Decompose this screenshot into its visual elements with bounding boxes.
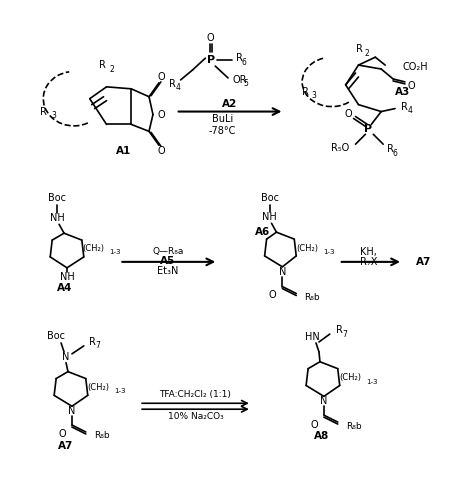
Text: 4: 4 <box>407 106 412 115</box>
Text: (CH₂): (CH₂) <box>88 383 110 392</box>
Text: (CH₂): (CH₂) <box>340 373 362 382</box>
Text: 10% Na₂CO₃: 10% Na₂CO₃ <box>168 412 223 420</box>
Text: Boc: Boc <box>48 192 66 202</box>
Text: R₈b: R₈b <box>304 293 320 302</box>
Text: -78°C: -78°C <box>208 126 236 136</box>
Text: A7: A7 <box>416 257 431 267</box>
Text: Et₃N: Et₃N <box>157 266 178 276</box>
Text: A6: A6 <box>255 227 270 237</box>
Text: HN: HN <box>305 332 319 342</box>
Text: KH,: KH, <box>360 247 377 257</box>
Text: CO₂H: CO₂H <box>403 62 429 72</box>
Text: 1-3: 1-3 <box>110 249 121 255</box>
Text: Boc: Boc <box>260 192 279 202</box>
Text: (CH₂): (CH₂) <box>296 244 318 252</box>
Text: BuLi: BuLi <box>212 114 233 124</box>
Text: 6: 6 <box>393 148 397 158</box>
Text: 5: 5 <box>243 80 248 88</box>
Text: O: O <box>206 34 214 43</box>
Text: 1-3: 1-3 <box>323 249 335 255</box>
Text: O: O <box>408 81 416 91</box>
Text: 7: 7 <box>342 330 347 338</box>
Text: N: N <box>320 396 328 406</box>
Text: P: P <box>207 55 215 65</box>
Text: 3: 3 <box>51 111 56 120</box>
Text: O: O <box>157 110 164 120</box>
Text: (CH₂): (CH₂) <box>82 244 105 252</box>
Text: 3: 3 <box>312 91 316 100</box>
Text: R: R <box>401 102 408 112</box>
Text: R: R <box>387 144 394 154</box>
Text: 4: 4 <box>175 84 180 92</box>
Text: O: O <box>310 420 318 430</box>
Text: TFA:CH₂Cl₂ (1:1): TFA:CH₂Cl₂ (1:1) <box>159 390 232 399</box>
Text: R: R <box>302 87 309 97</box>
Text: R₅O: R₅O <box>331 143 350 153</box>
Text: R₈b: R₈b <box>94 432 110 440</box>
Text: R: R <box>41 106 47 117</box>
Text: 2: 2 <box>110 64 114 74</box>
Text: A4: A4 <box>57 282 73 292</box>
Text: P: P <box>364 124 372 134</box>
Text: R: R <box>236 53 243 63</box>
Text: A1: A1 <box>116 146 131 156</box>
Text: OR: OR <box>232 75 247 85</box>
Text: N: N <box>62 352 70 362</box>
Text: O: O <box>269 290 276 300</box>
Text: R: R <box>89 337 96 347</box>
Text: R: R <box>99 60 105 70</box>
Text: A8: A8 <box>314 431 329 441</box>
Text: O: O <box>58 429 66 439</box>
Text: NH: NH <box>262 212 277 222</box>
Text: NH: NH <box>60 272 75 281</box>
Text: O: O <box>157 72 164 82</box>
Text: NH: NH <box>50 214 64 224</box>
Text: R: R <box>336 325 343 335</box>
Text: 2: 2 <box>364 48 369 58</box>
Text: A2: A2 <box>222 98 238 108</box>
Text: 6: 6 <box>241 58 247 66</box>
Text: Boc: Boc <box>47 331 65 341</box>
Text: Q—R₈a: Q—R₈a <box>152 248 184 256</box>
Text: O: O <box>157 146 164 156</box>
Text: O: O <box>345 108 352 118</box>
Text: 7: 7 <box>95 342 100 350</box>
Text: 1-3: 1-3 <box>115 388 126 394</box>
Text: N: N <box>279 267 286 277</box>
Text: A3: A3 <box>395 87 411 97</box>
Text: R: R <box>169 79 176 89</box>
Text: A5: A5 <box>160 256 175 266</box>
Text: R₈b: R₈b <box>346 422 361 430</box>
Text: R₇X: R₇X <box>360 257 377 267</box>
Text: N: N <box>68 406 75 416</box>
Text: A7: A7 <box>58 441 74 451</box>
Text: 1-3: 1-3 <box>367 378 378 384</box>
Text: R: R <box>356 44 363 54</box>
